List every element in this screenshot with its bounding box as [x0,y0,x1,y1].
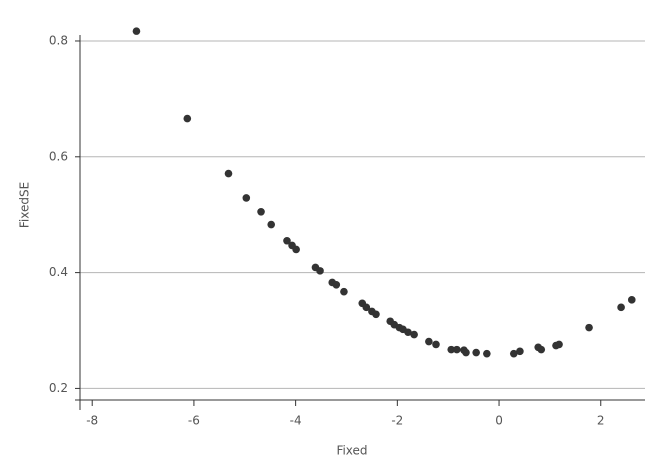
x-tick-label: 2 [597,414,605,428]
point [183,114,192,123]
y-tick-label: 0.2 [49,381,68,395]
point [257,208,265,216]
point [472,348,480,357]
x-tick-label: -4 [290,414,302,428]
point [372,310,380,319]
point [283,236,291,245]
point [292,245,300,254]
point [483,349,491,358]
point [453,345,461,354]
y-axis-title: FixedSE [18,182,32,228]
point [362,303,371,312]
point [509,349,518,358]
y-tick-label: 0.6 [49,149,68,163]
point [462,348,470,357]
y-tick-label: 0.8 [49,33,68,47]
point [585,323,593,332]
point [316,267,324,275]
point [404,328,412,337]
point [242,194,251,202]
point [340,287,348,296]
point [617,303,625,312]
x-tick-label: -2 [391,414,403,428]
point [555,340,563,349]
point [537,345,546,354]
point [410,330,418,339]
x-axis-title: Fixed [336,444,367,458]
x-tick-label: -6 [188,414,200,428]
point [332,280,341,289]
y-tick-label: 0.4 [49,265,68,279]
point [224,169,233,178]
point [447,345,456,354]
x-tick-label: 0 [495,414,503,428]
point [432,340,440,349]
point [516,347,524,356]
point [267,220,276,229]
point [132,27,141,35]
point [627,296,636,304]
x-tick-label: -8 [86,414,98,428]
point [425,337,433,346]
